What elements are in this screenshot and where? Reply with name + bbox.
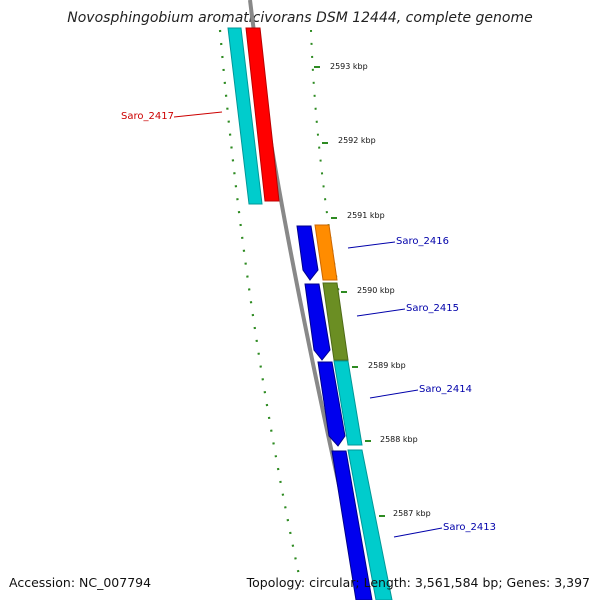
tick-2593: 2593 kbp — [314, 62, 368, 71]
tick-2591: 2591 kbp — [331, 211, 385, 220]
gene-label-saro-2416[interactable]: Saro_2416 — [347, 236, 449, 249]
tick-2592: 2592 kbp — [322, 136, 376, 145]
gene-label-saro-2416-text: Saro_2416 — [396, 236, 449, 247]
tick-2589: 2589 kbp — [352, 361, 406, 370]
cds-saro-2415[interactable] — [304, 283, 331, 361]
cog-bar-saro-2416[interactable] — [314, 224, 338, 281]
left-dotted-track — [218, 29, 302, 581]
tick-2588: 2588 kbp — [365, 435, 418, 444]
genome-summary-text: Topology: circular; Length: 3,561,584 bp… — [246, 575, 590, 590]
gene-label-saro-2414-text: Saro_2414 — [419, 384, 472, 395]
gene-label-saro-2413[interactable]: Saro_2413 — [393, 522, 496, 538]
tick-label-2590: 2590 kbp — [357, 286, 395, 295]
accession-text: Accession: NC_007794 — [9, 575, 152, 590]
tick-label-2589: 2589 kbp — [368, 361, 406, 370]
cds-saro-2416[interactable] — [296, 225, 319, 281]
cds-saro-2417[interactable] — [245, 27, 280, 202]
gene-label-saro-2413-text: Saro_2413 — [443, 522, 496, 533]
tick-label-2591: 2591 kbp — [347, 211, 385, 220]
tick-label-2587: 2587 kbp — [393, 509, 431, 518]
cds-saro-2414[interactable] — [317, 361, 346, 447]
gene-label-saro-2417-text: Saro_2417 — [121, 111, 174, 122]
tick-label-2592: 2592 kbp — [338, 136, 376, 145]
tick-2587: 2587 kbp — [379, 509, 431, 518]
map-title: Novosphingobium aromaticivorans DSM 1244… — [67, 10, 533, 26]
cog-bar-saro-2415[interactable] — [322, 282, 349, 361]
gene-label-saro-2414[interactable]: Saro_2414 — [369, 384, 472, 399]
cog-bar-saro-2414[interactable] — [333, 360, 363, 446]
cds-saro-2413[interactable] — [331, 450, 373, 600]
cog-bar-saro-2413[interactable] — [347, 449, 393, 600]
gene-label-saro-2415-text: Saro_2415 — [406, 303, 459, 314]
cog-bar-saro-2417[interactable] — [227, 27, 263, 205]
tick-2590: 2590 kbp — [341, 286, 395, 295]
tick-label-2593: 2593 kbp — [330, 62, 368, 71]
tick-label-2588: 2588 kbp — [380, 435, 418, 444]
gene-label-saro-2417[interactable]: Saro_2417 — [121, 111, 223, 122]
gene-label-saro-2415[interactable]: Saro_2415 — [356, 303, 459, 317]
